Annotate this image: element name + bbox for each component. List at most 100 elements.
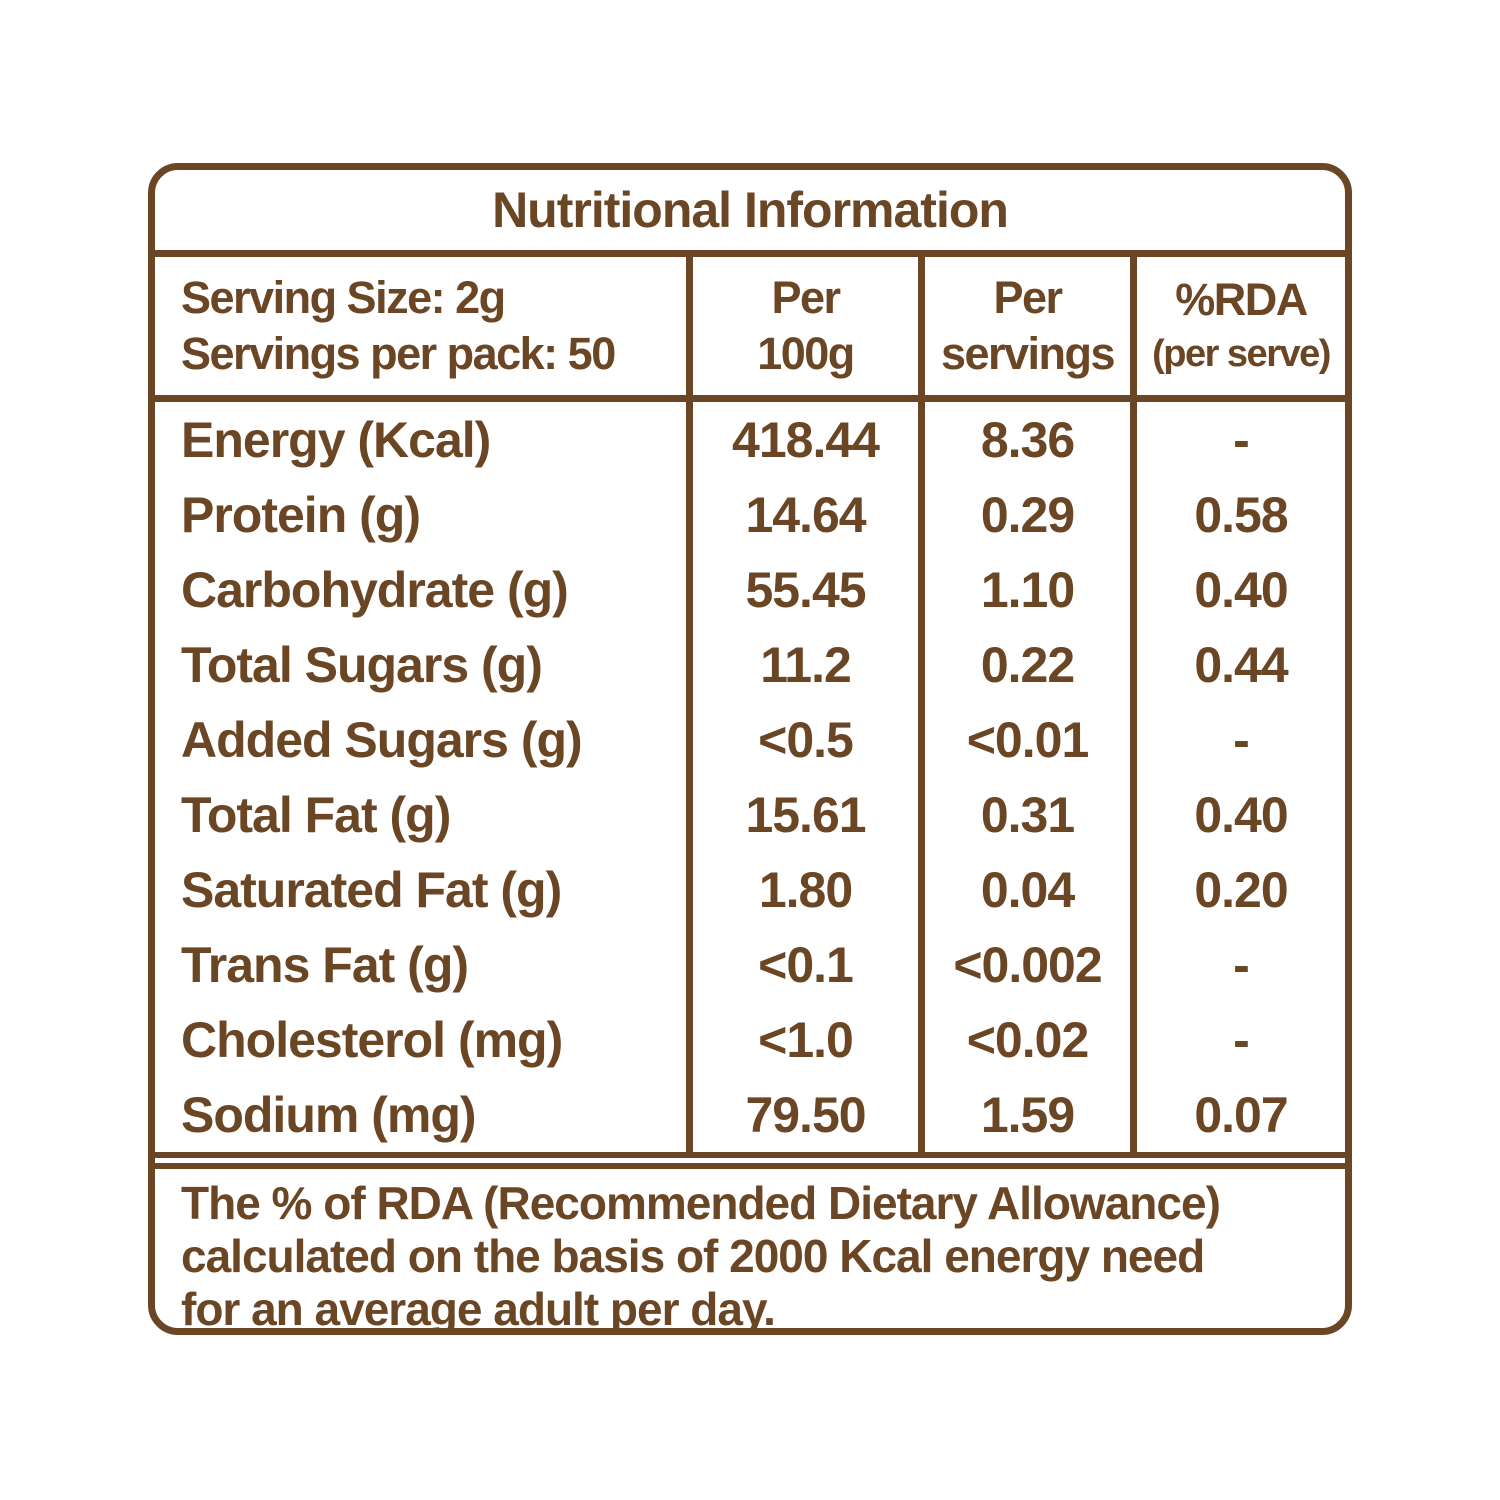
- rda-cell: -: [1130, 702, 1345, 777]
- per-100g-value: <1.0: [758, 1011, 854, 1068]
- per-100g-value: 14.64: [745, 486, 866, 543]
- per-100g-cell: 15.61: [686, 777, 918, 852]
- nutrient-label-cell: Saturated Fat (g): [155, 852, 686, 927]
- nutrient-label: Trans Fat (g): [181, 936, 469, 993]
- per-serving-value: <0.01: [966, 711, 1090, 768]
- nutrient-label: Added Sugars (g): [181, 711, 583, 768]
- per-100g-value: 11.2: [760, 636, 852, 693]
- title-band: Nutritional Information: [155, 170, 1345, 257]
- rda-value: 0.07: [1194, 1086, 1288, 1143]
- per-100g-value: <0.5: [758, 711, 854, 768]
- nutrient-label-cell: Total Sugars (g): [155, 627, 686, 702]
- per-serving-value: 0.04: [980, 861, 1075, 918]
- table-row: Total Fat (g) 15.61 0.31 0.40: [155, 777, 1345, 852]
- rda-cell: 0.44: [1130, 627, 1345, 702]
- per-100g-cell: 55.45: [686, 552, 918, 627]
- per-serving-cell: 8.36: [918, 402, 1130, 477]
- rda-cell: 0.40: [1130, 552, 1345, 627]
- per-100g-value: 55.45: [745, 561, 866, 618]
- per-100g-cell: 79.50: [686, 1077, 918, 1152]
- rda-line2: (per serve): [1152, 333, 1331, 375]
- rda-cell: 0.58: [1130, 477, 1345, 552]
- rda-value: 0.44: [1194, 636, 1288, 693]
- rda-cell: 0.40: [1130, 777, 1345, 852]
- rda-value: -: [1233, 711, 1250, 768]
- rda-value: -: [1233, 411, 1250, 468]
- per-100g-cell: <0.1: [686, 927, 918, 1002]
- footer-line-1: The % of RDA (Recommended Dietary Allowa…: [181, 1177, 1221, 1229]
- nutrient-label-cell: Protein (g): [155, 477, 686, 552]
- per-serving-value: 0.31: [980, 786, 1075, 843]
- rda-value: 0.20: [1194, 861, 1288, 918]
- per-serving-value: 8.36: [980, 411, 1075, 468]
- per-serving-cell: 0.04: [918, 852, 1130, 927]
- nutrient-label: Total Fat (g): [181, 786, 451, 843]
- nutrient-label-cell: Carbohydrate (g): [155, 552, 686, 627]
- per-100g-line1: Per: [771, 272, 841, 323]
- nutrient-label-cell: Trans Fat (g): [155, 927, 686, 1002]
- footer-line-2: calculated on the basis of 2000 Kcal ene…: [181, 1230, 1205, 1282]
- header-rda: %RDA (per serve): [1130, 257, 1345, 395]
- per-100g-cell: 418.44: [686, 402, 918, 477]
- nutrient-label: Cholesterol (mg): [181, 1011, 563, 1068]
- table-row: Sodium (mg) 79.50 1.59 0.07: [155, 1077, 1345, 1152]
- footer-note: The % of RDA (Recommended Dietary Allowa…: [155, 1163, 1345, 1328]
- per-serving-value: 0.29: [980, 486, 1075, 543]
- per-100g-cell: 11.2: [686, 627, 918, 702]
- header-per-100g: Per 100g: [686, 257, 918, 395]
- table-row: Saturated Fat (g) 1.80 0.04 0.20: [155, 852, 1345, 927]
- per-serving-value: 0.22: [980, 636, 1075, 693]
- table-body: Energy (Kcal) 418.44 8.36 - Protein (g) …: [155, 402, 1345, 1158]
- rda-cell: -: [1130, 402, 1345, 477]
- header-per-servings: Per servings: [918, 257, 1130, 395]
- per-100g-cell: <1.0: [686, 1002, 918, 1077]
- per-100g-value: 15.61: [745, 786, 866, 843]
- per-serving-cell: 0.29: [918, 477, 1130, 552]
- nutrient-label: Total Sugars (g): [181, 636, 543, 693]
- per-100g-value: <0.1: [758, 936, 854, 993]
- per-serving-value: 1.59: [980, 1086, 1075, 1143]
- table-row: Energy (Kcal) 418.44 8.36 -: [155, 402, 1345, 477]
- table-header-row: Serving Size: 2g Servings per pack: 50 P…: [155, 257, 1345, 402]
- per-serving-cell: 1.10: [918, 552, 1130, 627]
- rda-value: -: [1233, 936, 1250, 993]
- nutrient-label: Sodium (mg): [181, 1086, 477, 1143]
- per-serving-cell: <0.02: [918, 1002, 1130, 1077]
- table-row: Trans Fat (g) <0.1 <0.002 -: [155, 927, 1345, 1002]
- nutrient-label: Carbohydrate (g): [181, 561, 569, 618]
- per-servings-line2: servings: [940, 328, 1116, 379]
- rda-value: 0.40: [1194, 561, 1288, 618]
- nutrient-label-cell: Total Fat (g): [155, 777, 686, 852]
- header-serving-info: Serving Size: 2g Servings per pack: 50: [155, 257, 686, 395]
- rda-cell: 0.07: [1130, 1077, 1345, 1152]
- rda-cell: -: [1130, 927, 1345, 1002]
- per-serving-cell: 0.22: [918, 627, 1130, 702]
- table-row: Cholesterol (mg) <1.0 <0.02 -: [155, 1002, 1345, 1077]
- nutrient-label-cell: Sodium (mg): [155, 1077, 686, 1152]
- per-100g-value: 418.44: [732, 411, 880, 468]
- rda-value: 0.40: [1194, 786, 1288, 843]
- per-serving-value: <0.02: [966, 1011, 1090, 1068]
- per-serving-value: <0.002: [953, 936, 1102, 993]
- rda-value: -: [1233, 1011, 1250, 1068]
- nutrient-label-cell: Added Sugars (g): [155, 702, 686, 777]
- per-100g-cell: <0.5: [686, 702, 918, 777]
- table-title: Nutritional Information: [492, 182, 1009, 238]
- per-100g-value: 79.50: [745, 1086, 866, 1143]
- table-row: Added Sugars (g) <0.5 <0.01 -: [155, 702, 1345, 777]
- footer-divider-gap: [155, 1158, 1345, 1163]
- footer-line-3: for an average adult per day.: [181, 1283, 776, 1335]
- per-100g-line2: 100g: [757, 328, 855, 379]
- per-serving-cell: <0.002: [918, 927, 1130, 1002]
- per-serving-cell: 1.59: [918, 1077, 1130, 1152]
- rda-value: 0.58: [1194, 486, 1288, 543]
- per-serving-cell: 0.31: [918, 777, 1130, 852]
- table-row: Carbohydrate (g) 55.45 1.10 0.40: [155, 552, 1345, 627]
- nutrient-label-cell: Cholesterol (mg): [155, 1002, 686, 1077]
- per-100g-cell: 1.80: [686, 852, 918, 927]
- rda-cell: -: [1130, 1002, 1345, 1077]
- nutrient-label: Protein (g): [181, 486, 421, 543]
- nutrient-label-cell: Energy (Kcal): [155, 402, 686, 477]
- per-servings-line1: Per: [993, 272, 1063, 323]
- nutrient-label: Energy (Kcal): [181, 411, 491, 468]
